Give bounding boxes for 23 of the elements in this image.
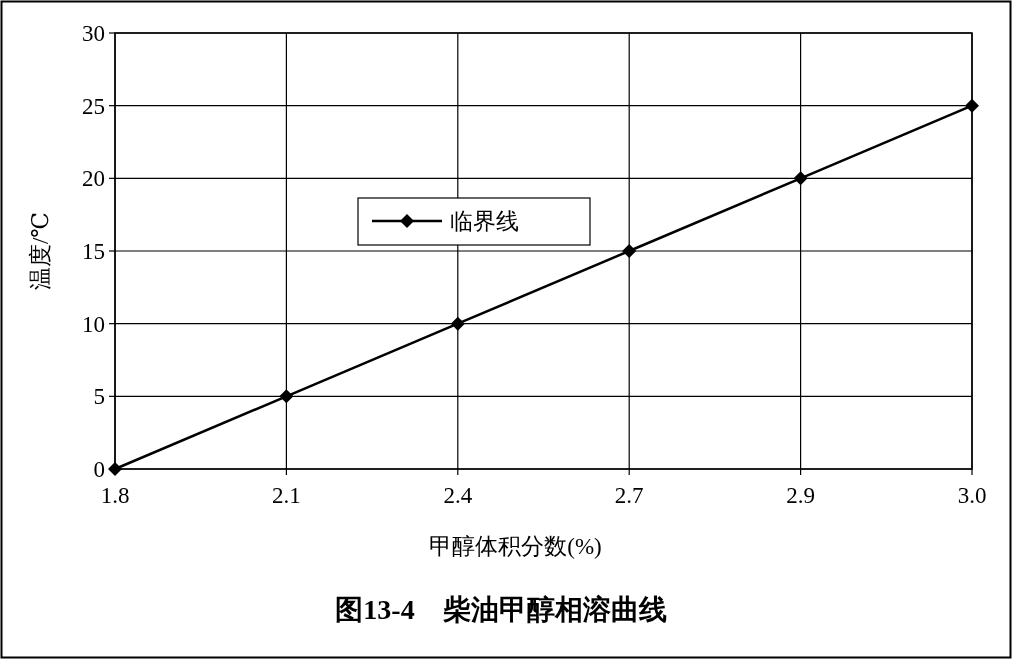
y-tick-label: 0: [93, 457, 105, 482]
y-tick-label: 5: [93, 384, 105, 410]
y-tick-label: 10: [82, 311, 105, 337]
y-tick-label: 20: [82, 166, 105, 192]
x-axis-title: 甲醇体积分数(%): [429, 534, 602, 559]
x-tick-label: 2.1: [272, 483, 301, 508]
y-tick-label: 25: [82, 93, 105, 119]
point: [965, 98, 979, 113]
x-tick-label: 2.9: [786, 483, 815, 508]
y-tick-label: 15: [82, 239, 105, 264]
x-tick-label: 3.0: [957, 483, 987, 508]
y-axis-title: 温度/℃: [28, 211, 53, 291]
text: 图13-4 柴油甲醇相溶曲线: [335, 594, 667, 625]
x-tick-label: 2.4: [443, 483, 473, 508]
point: [108, 462, 122, 476]
point: [450, 316, 465, 331]
point: [622, 244, 637, 258]
legend-label: 临界线: [450, 209, 519, 234]
x-tick-label: 1.8: [100, 483, 130, 508]
x-tick-label: 2.7: [614, 483, 644, 508]
point: [279, 389, 294, 404]
y-tick-label: 30: [82, 21, 105, 46]
point: [793, 171, 808, 186]
